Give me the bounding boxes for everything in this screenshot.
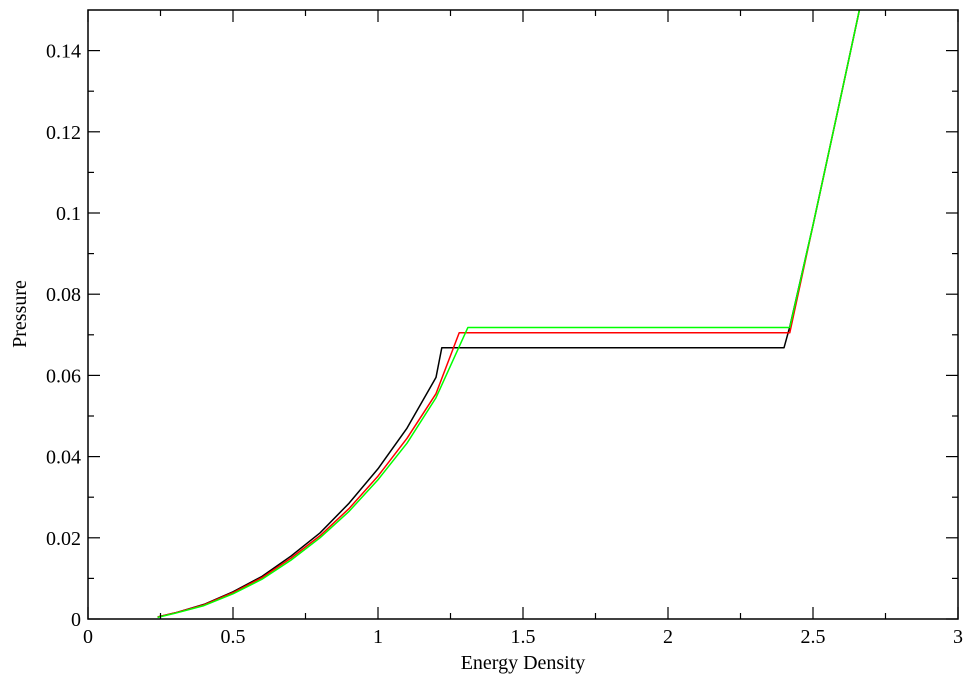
y-tick-label: 0.1 xyxy=(56,203,81,225)
y-tick-label: 0.08 xyxy=(46,284,81,306)
y-tick-label: 0.12 xyxy=(46,122,81,144)
y-axis-title: Pressure xyxy=(9,280,31,348)
x-tick-label: 2 xyxy=(663,626,673,648)
y-tick-label: 0.04 xyxy=(46,447,81,469)
series-line-1 xyxy=(157,10,861,618)
x-tick-label: 1.5 xyxy=(511,626,536,648)
tick-layer: 0 0.5 1 1.5 2 2.5 3 0 0.02 0.04 0.06 0.08 0.1 0.12 0.1… xyxy=(46,10,963,648)
series-line-2 xyxy=(157,10,861,618)
y-tick-label: 0 xyxy=(71,609,81,631)
x-axis-title: Energy Density xyxy=(461,652,586,674)
y-tick-label: 0.06 xyxy=(46,365,81,387)
x-tick-label: 0 xyxy=(83,626,93,648)
x-tick-label: 3 xyxy=(953,626,963,648)
series-layer xyxy=(157,10,861,619)
y-tick-label: 0.02 xyxy=(46,528,81,550)
series-line-3 xyxy=(157,10,861,619)
x-tick-label: 0.5 xyxy=(221,626,246,648)
y-tick-label: 0.14 xyxy=(46,41,81,63)
x-tick-label: 2.5 xyxy=(801,626,826,648)
plot-frame xyxy=(87,9,959,620)
x-tick-label: 1 xyxy=(373,626,383,648)
